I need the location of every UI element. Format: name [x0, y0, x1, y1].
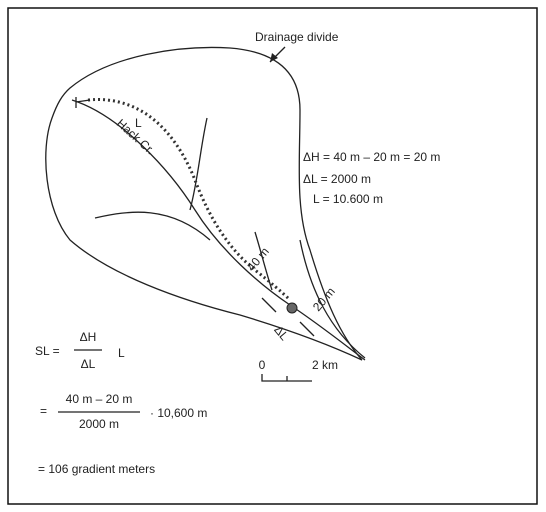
scale-bar: [261, 374, 312, 382]
scale-label: 2 km: [312, 358, 338, 372]
main-stream: [71, 99, 366, 361]
divide-label: Drainage divide: [255, 30, 339, 44]
tributary: [254, 231, 273, 291]
length-label: L: [135, 116, 142, 130]
formula-text: =: [40, 404, 47, 418]
basin-outline: [45, 46, 363, 361]
formula-text: 40 m – 20 m: [66, 392, 133, 406]
total-l: L = 10.600 m: [313, 192, 383, 206]
contour-label: 40 m: [244, 245, 272, 274]
segment-tick: [261, 297, 277, 313]
tributary: [189, 117, 208, 211]
scale-label: 0: [259, 358, 266, 372]
formula-result: = 106 gradient meters: [38, 462, 155, 476]
formula-text: · 10,600 m: [150, 406, 207, 420]
tributary: [94, 211, 211, 241]
formula-text: ΔH: [80, 330, 97, 344]
delta-h: ΔH = 40 m – 20 m = 20 m: [303, 150, 440, 164]
measure-point: [286, 302, 298, 314]
arrow-head: [270, 53, 278, 62]
flow-path: [87, 98, 292, 302]
formula-text: ΔL: [81, 357, 96, 371]
segment-tick: [299, 321, 315, 337]
formula-text: L: [118, 346, 125, 360]
frame: [7, 7, 538, 505]
path-start: [75, 99, 91, 103]
formula-text: 2000 m: [79, 417, 119, 431]
tributary: [299, 239, 366, 359]
formula-text: SL =: [35, 344, 60, 358]
delta-l: ΔL = 2000 m: [303, 172, 371, 186]
